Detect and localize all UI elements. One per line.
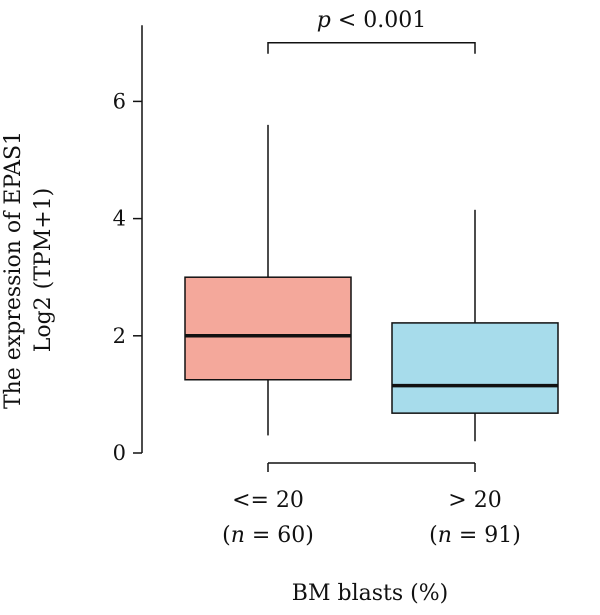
y-axis-title: The expression of EPAS1 bbox=[1, 131, 26, 409]
x-tick-label: <= 20 bbox=[232, 488, 304, 513]
y-tick-label: 4 bbox=[113, 207, 126, 231]
x-axis-title: BM blasts (%) bbox=[292, 581, 448, 606]
box-iqr bbox=[391, 322, 559, 414]
x-tick-count-label: (n = 91) bbox=[429, 523, 521, 548]
significance-label: p < 0.001 bbox=[317, 8, 427, 33]
y-tick-label: 6 bbox=[113, 89, 126, 113]
box-group bbox=[391, 209, 559, 442]
y-tick-label: 2 bbox=[113, 324, 126, 348]
y-axis: 0 2 4 6 bbox=[113, 25, 143, 465]
y-tick-label: 0 bbox=[113, 441, 126, 465]
box-group bbox=[184, 124, 352, 436]
y-axis-title-line2: Log2 (TPM+1) bbox=[31, 188, 56, 353]
x-tick-count-label: (n = 60) bbox=[222, 523, 314, 548]
x-tick-label: > 20 bbox=[448, 488, 501, 513]
x-axis: <= 20 (n = 60) > 20 (n = 91) bbox=[222, 462, 521, 548]
y-axis-title-2: Log2 (TPM+1) bbox=[31, 188, 56, 353]
boxes bbox=[184, 124, 559, 442]
significance-bracket bbox=[267, 42, 476, 54]
box-iqr bbox=[184, 276, 352, 381]
y-axis-title-line1: The expression of EPAS1 bbox=[1, 131, 26, 409]
significance-annotation: p < 0.001 bbox=[267, 8, 476, 54]
